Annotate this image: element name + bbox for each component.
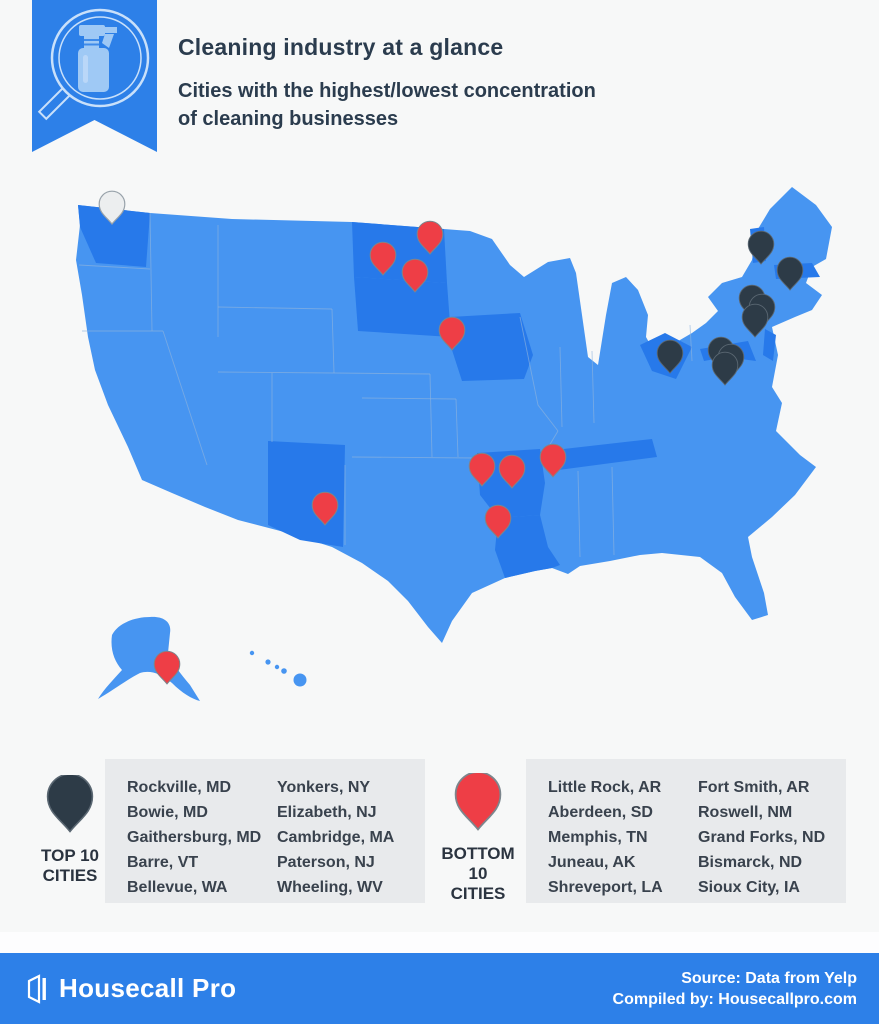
legend-label-line: CITIES: [42, 866, 98, 885]
bottom-cities-key: BOTTOM 10 CITIES: [433, 771, 523, 904]
city-item: Roswell, NM: [698, 804, 793, 821]
map-pin-red: [416, 220, 444, 255]
city-item: Fort Smith, AR: [698, 779, 810, 796]
dark-map-pin-icon: [46, 773, 94, 833]
city-item: Shreveport, LA: [548, 879, 663, 896]
us-map: [0, 165, 879, 740]
map-pin-red: [468, 452, 496, 487]
map-pin-dark: [711, 351, 739, 386]
city-item: Bismarck, ND: [698, 854, 803, 871]
legend: TOP 10 CITIES Rockville, MD Bowie, MD Gaith…: [0, 755, 879, 915]
housecall-pro-logo: Housecall Pro: [27, 973, 236, 1004]
page-title: Cleaning industry at a glance: [178, 34, 504, 60]
map-pin-red: [311, 491, 339, 526]
city-item: Gaithersburg, MD: [127, 829, 262, 846]
map-pin-dark: [741, 303, 769, 338]
top-cities-box: Rockville, MD Bowie, MD Gaithersburg, MD Ba…: [105, 759, 425, 903]
source-line: Source: Data from Yelp: [681, 969, 857, 987]
red-map-pin-icon: [454, 771, 502, 831]
city-item: Sioux City, IA: [698, 879, 800, 896]
map-pin-red: [153, 650, 181, 685]
city-item: Barre, VT: [127, 854, 199, 871]
bottom-cities-column-1: Little Rock, AR Aberdeen, SD Memphis, TN Ju…: [548, 775, 698, 903]
map-pin-dark: [656, 339, 684, 374]
legend-label-line: TOP 10: [41, 846, 99, 865]
brand-name: Housecall Pro: [59, 973, 237, 1003]
top-cities-column-1: Rockville, MD Bowie, MD Gaithersburg, MD Ba…: [127, 775, 277, 903]
map-pin-dark: [776, 256, 804, 291]
map-pins-layer: [98, 190, 804, 685]
city-item: Wheeling, WV: [277, 879, 383, 896]
city-item: Rockville, MD: [127, 779, 232, 796]
legend-label-line: CITIES: [450, 884, 506, 903]
map-pin-red: [401, 258, 429, 293]
city-item: Yonkers, NY: [277, 779, 371, 796]
city-item: Elizabeth, NJ: [277, 804, 377, 821]
city-item: Aberdeen, SD: [548, 804, 653, 821]
city-item: Juneau, AK: [548, 854, 636, 871]
map-pin-red: [484, 504, 512, 539]
map-pin-light: [98, 190, 126, 225]
city-item: Bowie, MD: [127, 804, 208, 821]
map-pin-red: [438, 316, 466, 351]
city-item: Paterson, NJ: [277, 854, 375, 871]
city-item: Little Rock, AR: [548, 779, 662, 796]
top-cities-key: TOP 10 CITIES: [25, 773, 115, 886]
spray-bottle-icon: [78, 25, 117, 92]
us-mainland-shape: [76, 187, 832, 643]
state-borders: [78, 212, 693, 558]
map-pin-red: [369, 241, 397, 276]
page-subtitle: Cities with the highest/lowest concentra…: [178, 80, 596, 130]
hawaii-shape: [249, 650, 307, 687]
alaska-shape: [98, 616, 200, 701]
city-item: Bellevue, WA: [127, 879, 228, 896]
legend-label-line: BOTTOM: [441, 844, 515, 863]
city-item: Memphis, TN: [548, 829, 648, 846]
legend-label-line: 10: [468, 864, 488, 883]
top-cities-label: TOP 10 CITIES: [25, 846, 115, 886]
map-pin-red: [539, 443, 567, 478]
city-item: Grand Forks, ND: [698, 829, 826, 846]
open-door-logo-icon: [27, 973, 46, 1004]
brand-ribbon: [32, 0, 157, 170]
bottom-cities-column-2: Fort Smith, AR Roswell, NM Grand Forks, ND…: [698, 775, 840, 903]
footer-divider: [0, 932, 879, 953]
footer-bar: Housecall Pro Source: Data from Yelp Com…: [0, 953, 879, 1024]
bottom-cities-label: BOTTOM 10 CITIES: [433, 844, 523, 904]
source-attribution: Source: Data from Yelp Compiled by: Hous…: [613, 968, 857, 1010]
header-titles: Cleaning industry at a glance Cities wit…: [178, 34, 596, 133]
top-cities-column-2: Yonkers, NY Elizabeth, NJ Cambridge, MA Pat…: [277, 775, 419, 903]
compiled-line: Compiled by: Housecallpro.com: [612, 990, 857, 1008]
map-pin-dark: [747, 230, 775, 265]
bottom-cities-box: Little Rock, AR Aberdeen, SD Memphis, TN Ju…: [526, 759, 846, 903]
magnifier-spray-bottle-icon: [32, 0, 157, 152]
us-map-svg: [76, 187, 832, 701]
city-item: Cambridge, MA: [277, 829, 395, 846]
map-pin-red: [498, 454, 526, 489]
